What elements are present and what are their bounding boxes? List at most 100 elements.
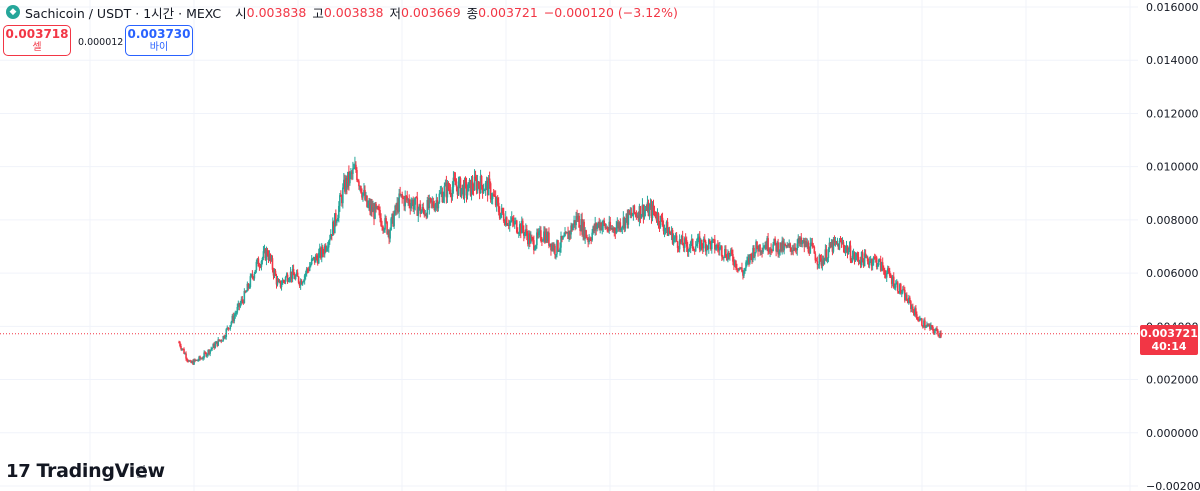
candle-body — [319, 248, 322, 258]
candle-body — [268, 254, 271, 260]
candle-body — [438, 193, 441, 203]
candle-body — [180, 346, 182, 350]
candle-body — [788, 243, 790, 246]
candle-body — [755, 241, 757, 253]
candle-body — [778, 251, 780, 255]
candle-body — [352, 168, 354, 174]
candle-body — [388, 230, 390, 239]
candle-body — [339, 195, 341, 206]
candle-body — [258, 266, 261, 268]
candle-body — [563, 236, 565, 238]
candle-body — [736, 268, 738, 270]
candle-body — [874, 257, 877, 259]
candle-body — [271, 258, 274, 270]
candle-body — [550, 243, 552, 251]
candle-body — [226, 327, 229, 330]
candle-body — [500, 208, 503, 214]
candle-body — [625, 213, 628, 219]
candle-body — [734, 260, 736, 266]
candle-body — [530, 236, 532, 244]
candle-body — [915, 308, 917, 315]
candle-body — [627, 210, 630, 225]
candle-body — [359, 186, 361, 188]
candle-body — [480, 176, 483, 186]
candle-body — [843, 247, 846, 252]
candle-body — [739, 267, 741, 269]
candle-body — [257, 258, 260, 267]
candle-body — [220, 339, 223, 341]
candle-body — [787, 244, 789, 246]
candle-body — [637, 215, 640, 221]
candle-body — [349, 172, 351, 184]
candle-body — [475, 179, 478, 191]
candle-body — [841, 242, 844, 244]
candle-body — [811, 242, 814, 246]
candle-body — [814, 253, 817, 261]
candle-body — [554, 245, 556, 255]
candle-body — [509, 221, 512, 223]
candle-body — [823, 258, 826, 265]
candle-body — [211, 347, 213, 349]
candle-body — [594, 223, 596, 231]
candle-body — [213, 343, 215, 349]
candle-body — [918, 319, 920, 321]
candle-body — [419, 204, 422, 214]
candle-body — [312, 256, 315, 259]
candle-body — [872, 257, 875, 263]
candle-body — [513, 221, 516, 225]
candle-body — [333, 221, 335, 234]
candle-body — [541, 240, 543, 242]
candle-body — [604, 223, 607, 229]
candle-body — [599, 222, 602, 229]
candle-body — [751, 255, 753, 260]
candle-body — [502, 213, 505, 222]
candle-body — [462, 184, 465, 198]
candle-body — [914, 308, 916, 316]
candle-body — [804, 241, 807, 247]
candle-body — [650, 204, 653, 218]
candle-body — [510, 217, 513, 222]
symbol-title[interactable]: Sachicoin / USDT · 1시간 · MEXC — [25, 5, 222, 21]
candle-body — [454, 179, 457, 186]
candle-body — [410, 203, 413, 209]
candle-body — [731, 249, 733, 255]
candle-body — [342, 187, 344, 204]
candle-body — [856, 253, 859, 257]
candle-body — [331, 234, 333, 236]
candle-body — [322, 253, 325, 255]
candle-body — [303, 275, 306, 281]
candle-body — [445, 182, 448, 198]
candle-body — [741, 267, 743, 272]
candle-body — [199, 356, 201, 359]
candle-body — [285, 274, 288, 278]
candle-body — [849, 245, 852, 261]
candle-body — [828, 242, 831, 250]
candle-body — [421, 207, 424, 212]
candle-body — [389, 229, 391, 239]
candle-body — [634, 212, 637, 214]
sell-button[interactable]: 0.003718 셀 — [3, 25, 71, 56]
candle-body — [456, 186, 459, 195]
candle-body — [426, 200, 429, 218]
candle-body — [567, 232, 569, 240]
candle-body — [790, 247, 793, 252]
buy-label: 바이 — [149, 42, 169, 53]
buy-button[interactable]: 0.003730 바이 — [125, 25, 193, 56]
candle-body — [613, 227, 616, 232]
candle-body — [690, 238, 693, 242]
candle-body — [230, 322, 233, 326]
candle-body — [854, 257, 857, 260]
candle-body — [187, 360, 189, 362]
candle-body — [469, 179, 472, 196]
candle-body — [595, 223, 597, 230]
tradingview-logo[interactable]: 17 TradingView — [6, 460, 165, 482]
candle-body — [884, 274, 887, 278]
candle-body — [184, 353, 186, 355]
candle-body — [568, 231, 570, 240]
candle-body — [434, 204, 437, 211]
candle-body — [684, 238, 687, 241]
candle-body — [369, 202, 371, 212]
candle-body — [277, 280, 280, 283]
candle-body — [800, 237, 803, 245]
